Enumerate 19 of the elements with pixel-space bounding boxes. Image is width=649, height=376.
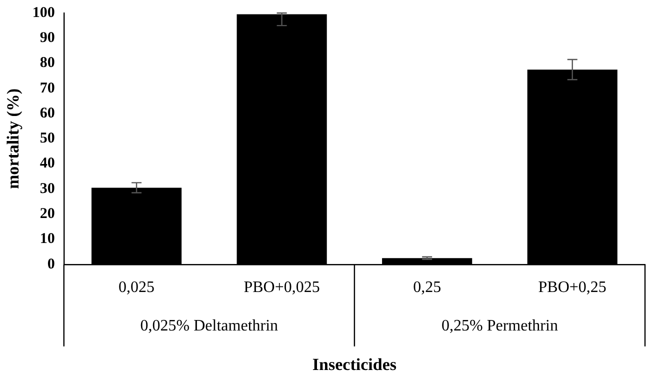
y-axis-title: mortality (%) bbox=[4, 88, 23, 189]
text: 0,025% Deltamethrin bbox=[140, 318, 278, 335]
y-tick-label: 10 bbox=[40, 231, 55, 248]
text: 0,25% Permethrin bbox=[442, 318, 558, 335]
y-tick-label: 90 bbox=[40, 30, 55, 46]
x-tick-label: PBO+0,25 bbox=[538, 279, 606, 296]
y-tick-label: 100 bbox=[32, 4, 55, 21]
y-tick-label: 50 bbox=[40, 130, 55, 147]
x-axis-title: Insecticides bbox=[312, 355, 397, 374]
y-tick-label: 80 bbox=[40, 55, 55, 72]
x-tick-label: 0,25 bbox=[413, 279, 442, 296]
y-tick-label: 70 bbox=[40, 80, 55, 96]
y-tick-label: 60 bbox=[40, 105, 55, 122]
y-tick-label: 30 bbox=[40, 180, 55, 197]
y-tick-label: 20 bbox=[40, 206, 55, 222]
y-tick-label: 0 bbox=[47, 256, 55, 272]
y-tick-label: 40 bbox=[40, 156, 55, 172]
x-tick-label: PBO+0,025 bbox=[244, 279, 320, 296]
x-tick-label: 0,025 bbox=[118, 279, 155, 296]
